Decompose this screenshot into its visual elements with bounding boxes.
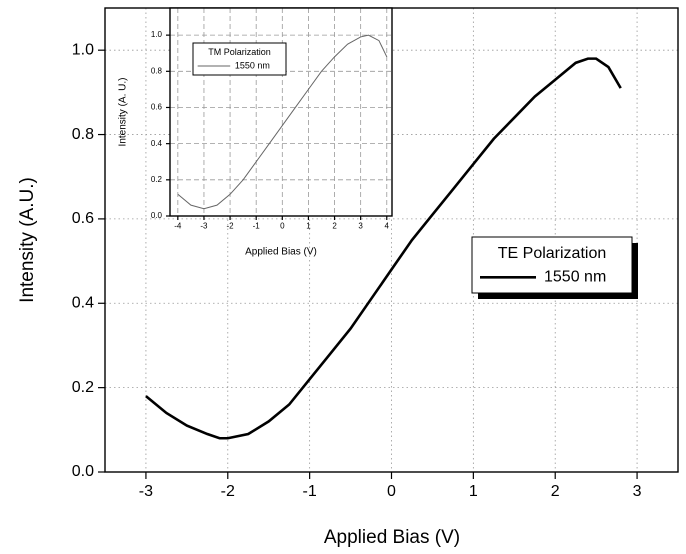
x-tick-label: 2	[332, 222, 337, 231]
y-tick-label: 0.4	[151, 139, 163, 148]
x-tick-label: 0	[387, 483, 396, 500]
legend-title: TM Polarization	[208, 47, 271, 57]
y-tick-label: 0.6	[72, 210, 94, 227]
x-tick-label: -1	[253, 222, 261, 231]
legend-box	[192, 42, 287, 76]
data-line	[145, 57, 622, 440]
x-tick-label: 4	[385, 222, 390, 231]
y-tick-label: 0.0	[72, 463, 94, 480]
x-tick-label: 0	[280, 222, 285, 231]
y-tick-label: 0.0	[151, 211, 163, 220]
data-line	[177, 34, 388, 210]
x-tick-label: -2	[221, 483, 235, 500]
legend-title: TE Polarization	[498, 245, 607, 262]
x-tick-label: -3	[139, 483, 153, 500]
x-tick-label: 3	[358, 222, 363, 231]
x-tick-label: 2	[551, 483, 560, 500]
y-tick-label: 0.6	[151, 103, 163, 112]
x-tick-label: 3	[633, 483, 642, 500]
legend-box	[471, 236, 633, 294]
plot-area	[170, 8, 392, 216]
y-tick-label: 0.8	[151, 66, 163, 75]
plot-frame	[169, 7, 393, 217]
x-tick-label: -4	[174, 222, 182, 231]
y-tick-label: 1.0	[151, 30, 163, 39]
legend-label: 1550 nm	[235, 60, 270, 70]
y-tick-label: 0.2	[72, 379, 94, 396]
x-tick-label: -3	[200, 222, 208, 231]
y-tick-label: 0.4	[72, 294, 94, 311]
x-axis-label: Applied Bias (V)	[245, 247, 317, 258]
y-axis-label: Intensity (A. U.)	[118, 78, 129, 147]
y-tick-label: 0.8	[72, 126, 94, 143]
y-tick-label: 1.0	[72, 41, 94, 58]
x-axis-label: Applied Bias (V)	[324, 527, 460, 548]
y-tick-label: 0.2	[151, 175, 163, 184]
x-tick-label: -1	[303, 483, 317, 500]
y-axis-label: Intensity (A.U.)	[17, 177, 38, 303]
legend-label: 1550 nm	[544, 269, 606, 286]
x-tick-label: -2	[227, 222, 235, 231]
x-tick-label: 1	[306, 222, 311, 231]
x-tick-label: 1	[469, 483, 478, 500]
